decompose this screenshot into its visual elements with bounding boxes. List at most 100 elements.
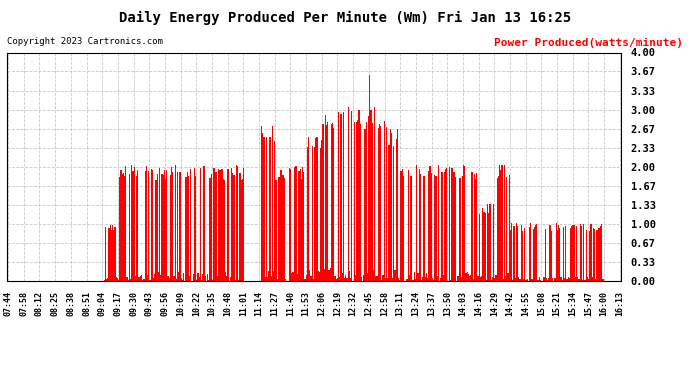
Bar [160,275,161,281]
Bar [584,280,586,281]
Bar [322,124,324,281]
Bar [509,175,510,281]
Bar [168,278,170,281]
Bar [338,112,339,281]
Bar [373,270,374,281]
Bar [410,176,411,281]
Bar [479,214,480,281]
Bar [431,173,432,281]
Bar [230,276,231,281]
Bar [324,269,325,281]
Bar [308,137,309,281]
Bar [199,277,200,281]
Bar [393,146,395,281]
Bar [366,122,367,281]
Bar [316,137,317,281]
Bar [424,276,426,281]
Bar [266,137,267,281]
Bar [186,172,188,281]
Bar [175,165,176,281]
Bar [189,276,190,281]
Bar [298,171,299,281]
Bar [171,167,172,281]
Bar [349,271,350,281]
Bar [155,180,157,281]
Bar [201,280,202,281]
Bar [207,274,208,281]
Bar [288,168,290,281]
Bar [327,122,328,281]
Bar [157,174,158,281]
Bar [535,225,536,281]
Bar [165,178,166,281]
Bar [462,176,463,281]
Bar [432,278,433,281]
Bar [402,170,403,281]
Bar [304,279,306,281]
Bar [557,230,558,281]
Bar [417,273,419,281]
Bar [320,148,321,281]
Bar [533,229,534,281]
Bar [136,176,137,281]
Bar [505,276,506,281]
Bar [223,178,224,281]
Bar [144,171,146,281]
Bar [194,168,195,281]
Bar [272,126,273,281]
Bar [403,176,404,281]
Bar [531,279,533,281]
Bar [466,273,468,281]
Bar [526,279,528,281]
Bar [452,168,453,281]
Bar [427,279,428,281]
Bar [400,171,402,281]
Bar [137,170,139,281]
Bar [328,270,330,281]
Text: Power Produced(watts/minute): Power Produced(watts/minute) [494,38,683,48]
Bar [367,273,368,281]
Bar [342,273,343,281]
Bar [238,280,239,281]
Bar [331,124,332,281]
Bar [279,177,280,281]
Bar [481,276,482,281]
Bar [357,120,358,281]
Bar [593,228,594,281]
Bar [312,146,313,281]
Bar [303,172,304,281]
Bar [301,179,302,281]
Bar [471,172,473,281]
Bar [602,279,604,281]
Bar [343,112,344,281]
Bar [398,278,400,281]
Bar [547,280,549,281]
Bar [506,177,507,281]
Bar [110,225,111,281]
Bar [538,280,539,281]
Bar [513,226,515,281]
Bar [470,275,471,281]
Bar [446,168,447,281]
Bar [210,174,212,281]
Bar [200,168,201,281]
Bar [445,169,446,281]
Bar [419,169,420,281]
Bar [567,277,569,281]
Bar [413,280,414,281]
Bar [112,225,113,281]
Bar [339,277,340,281]
Bar [315,138,316,281]
Bar [440,278,442,281]
Bar [206,280,207,281]
Bar [135,276,136,281]
Bar [495,275,497,281]
Bar [149,280,150,281]
Bar [176,279,177,281]
Bar [451,168,452,281]
Bar [348,107,349,281]
Bar [126,277,128,281]
Bar [573,225,575,281]
Bar [558,225,559,281]
Bar [177,172,178,281]
